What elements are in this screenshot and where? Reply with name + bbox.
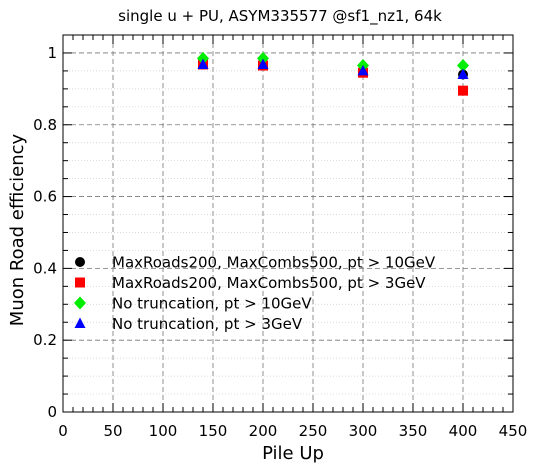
data-point-diamond — [257, 51, 269, 65]
legend-label: No truncation, pt > 3GeV — [112, 315, 303, 333]
x-tick-label: 150 — [199, 422, 228, 440]
ticks — [62, 34, 514, 413]
legend-marker-diamond — [74, 296, 86, 310]
x-tick-label: 250 — [299, 422, 328, 440]
data-point-diamond — [197, 51, 209, 65]
legend-marker-square — [75, 277, 85, 288]
y-tick-label: 0.4 — [33, 259, 57, 277]
y-tick-label: 0.2 — [33, 331, 57, 349]
legend-marker-circle — [75, 257, 85, 267]
x-tick-label: 200 — [249, 422, 278, 440]
plot-frame — [62, 34, 514, 413]
x-tick-label: 100 — [149, 422, 178, 440]
x-tick-label: 0 — [58, 422, 68, 440]
x-axis-label: Pile Up — [262, 443, 324, 464]
legend-label: MaxRoads200, MaxCombs500, pt > 3GeV — [112, 274, 426, 292]
data-point-square — [458, 85, 468, 96]
data-point-triangle — [257, 58, 269, 69]
x-tick-label: 300 — [349, 422, 378, 440]
legend: MaxRoads200, MaxCombs500, pt > 10GeV MaxR… — [74, 254, 436, 333]
x-tick-label: 400 — [449, 422, 478, 440]
data-point-triangle — [457, 68, 469, 79]
tick-labels: 0 50 100 150 200 250 300 350 400 450 0 0.2 0.4 0.6 0.8… — [33, 44, 527, 440]
grid — [63, 34, 513, 412]
x-tick-label: 450 — [499, 422, 528, 440]
data-point-triangle — [197, 58, 209, 69]
data-point-diamond — [457, 59, 469, 73]
y-axis-label: Muon Road efficiency — [7, 133, 28, 326]
legend-label: MaxRoads200, MaxCombs500, pt > 10GeV — [112, 254, 436, 272]
legend-marker-triangle — [74, 317, 86, 328]
y-tick-label: 0 — [47, 403, 57, 421]
chart-title: single u + PU, ASYM335577 @sf1_nz1, 64k — [118, 7, 442, 26]
data-points — [197, 51, 469, 96]
y-tick-label: 0.6 — [33, 188, 57, 206]
x-tick-label: 50 — [103, 422, 122, 440]
data-point-triangle — [357, 64, 369, 76]
y-tick-label: 0.8 — [33, 116, 57, 134]
y-tick-label: 1 — [47, 44, 57, 62]
x-tick-label: 350 — [399, 422, 428, 440]
legend-label: No truncation, pt > 10GeV — [112, 295, 312, 313]
